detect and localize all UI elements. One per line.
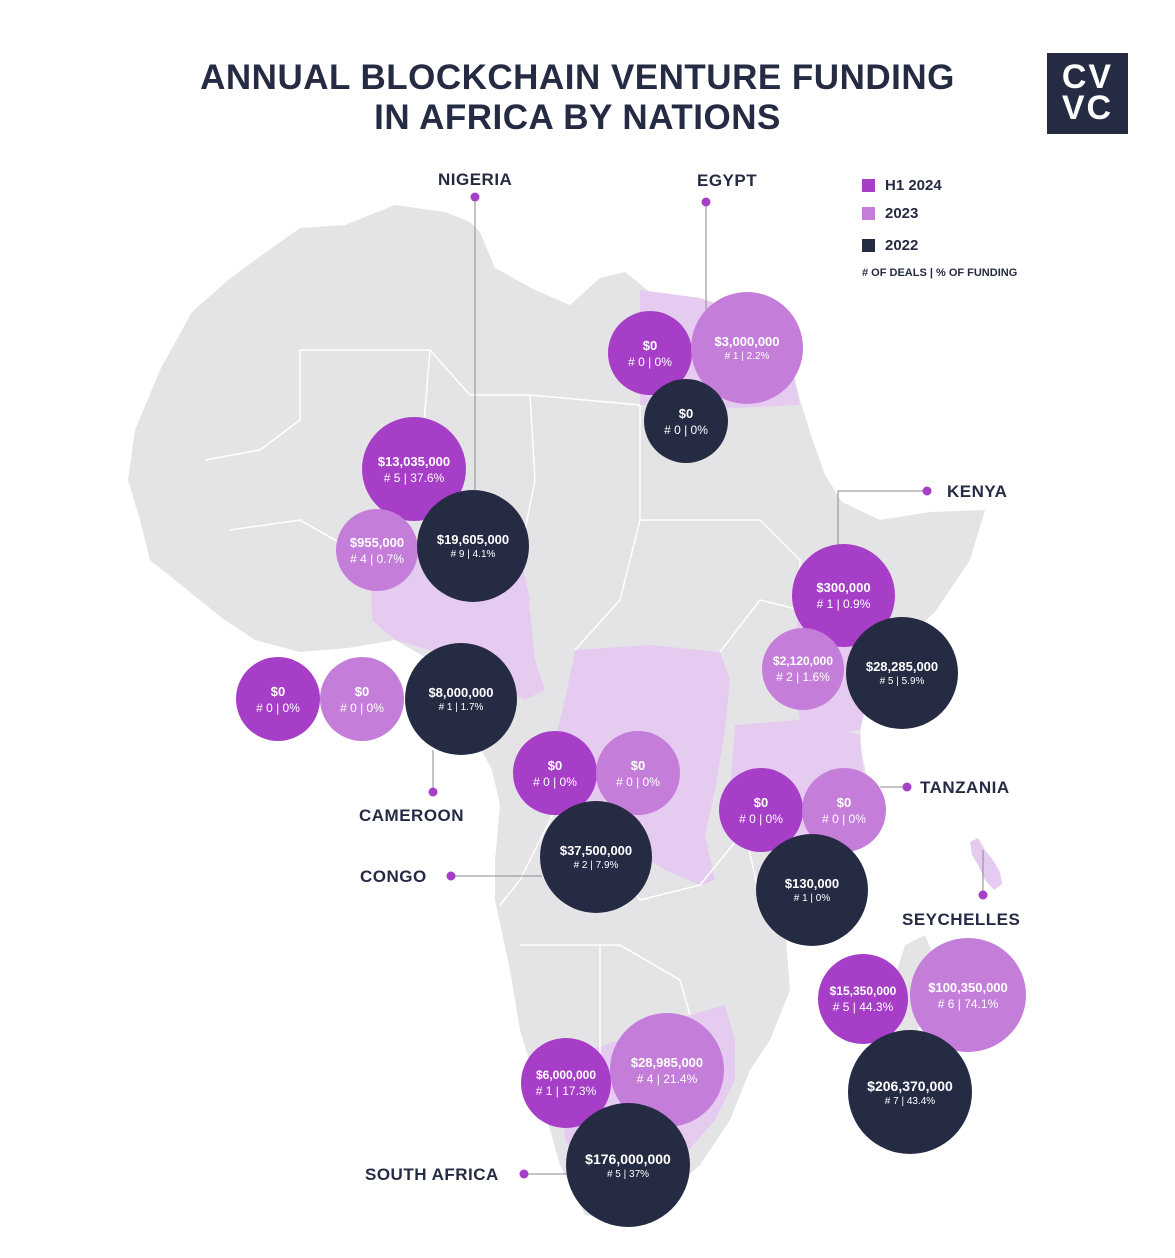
amount: $300,000 bbox=[816, 580, 871, 595]
deals: # 5 | 37% bbox=[606, 1168, 650, 1180]
legend-note: # OF DEALS | % OF FUNDING bbox=[862, 267, 1018, 279]
amount: $15,350,000 bbox=[829, 984, 897, 998]
legend-item-h1-2024: H1 2024 bbox=[862, 175, 942, 195]
label-tanzania: TANZANIA bbox=[920, 778, 1010, 797]
bubble-cameroon-2023: $0 # 0 | 0% bbox=[320, 657, 404, 741]
cvvc-logo: CV VC bbox=[1047, 53, 1128, 134]
bubble-congo-2022: $37,500,000 # 2 | 7.9% bbox=[540, 801, 652, 913]
deals: # 6 | 74.1% bbox=[937, 996, 999, 1011]
amount: $2,120,000 bbox=[772, 654, 834, 668]
bubble-seychelles-2022: $206,370,000 # 7 | 43.4% bbox=[848, 1030, 972, 1154]
amount: $0 bbox=[547, 757, 563, 773]
connector-dots bbox=[428, 192, 988, 1179]
deals: # 2 | 7.9% bbox=[573, 860, 619, 871]
amount: $176,000,000 bbox=[585, 1150, 671, 1167]
legend-item-2023: 2023 bbox=[862, 203, 918, 223]
bubble-tanzania-2022: $130,000 # 1 | 0% bbox=[756, 834, 868, 946]
bubble-congo-h1-2024: $0 # 0 | 0% bbox=[513, 731, 597, 815]
legend-label: H1 2024 bbox=[885, 176, 942, 194]
deals: # 0 | 0% bbox=[256, 700, 300, 715]
logo-line-2: VC bbox=[1061, 89, 1114, 127]
deals: # 1 | 17.3% bbox=[535, 1084, 597, 1098]
deals: # 5 | 44.3% bbox=[832, 1000, 894, 1014]
africa-landmass bbox=[128, 205, 985, 1220]
label-congo: CONGO bbox=[360, 867, 427, 886]
page-title: ANNUAL BLOCKCHAIN VENTURE FUNDING IN AFR… bbox=[150, 58, 1005, 138]
bubble-cameroon-2022: $8,000,000 # 1 | 1.7% bbox=[405, 643, 517, 755]
bubble-egypt-2022: $0 # 0 | 0% bbox=[644, 379, 728, 463]
amount: $28,985,000 bbox=[630, 1054, 704, 1070]
amount: $955,000 bbox=[349, 534, 405, 550]
logo-line-1: CV bbox=[1061, 58, 1114, 96]
deals: # 5 | 37.6% bbox=[383, 470, 445, 485]
deals: # 1 | 0.9% bbox=[816, 597, 871, 611]
label-seychelles: SEYCHELLES bbox=[902, 910, 1021, 929]
amount: $206,370,000 bbox=[867, 1077, 953, 1094]
legend-item-2022: 2022 bbox=[862, 235, 918, 255]
legend-label: 2023 bbox=[885, 204, 919, 222]
deals: # 4 | 0.7% bbox=[350, 551, 404, 566]
amount: $0 bbox=[642, 337, 658, 353]
connector-lines bbox=[432, 197, 984, 1175]
bubble-congo-2023: $0 # 0 | 0% bbox=[596, 731, 680, 815]
bubble-kenya-2022: $28,285,000 # 5 | 5.9% bbox=[846, 617, 958, 729]
legend-label: 2022 bbox=[885, 236, 919, 254]
label-kenya: KENYA bbox=[947, 482, 1008, 501]
label-cameroon: CAMEROON bbox=[359, 806, 465, 825]
label-south-africa: SOUTH AFRICA bbox=[365, 1165, 499, 1184]
amount: $0 bbox=[270, 683, 286, 699]
legend-swatch-2023 bbox=[862, 206, 875, 220]
deals: # 0 | 0% bbox=[739, 811, 783, 826]
amount: $0 bbox=[354, 683, 370, 699]
amount: $100,350,000 bbox=[928, 979, 1008, 995]
label-nigeria: NIGERIA bbox=[438, 170, 513, 189]
amount: $13,035,000 bbox=[377, 453, 451, 469]
legend-swatch-2022 bbox=[862, 238, 875, 252]
seychelles-islands bbox=[970, 838, 1002, 890]
title-line-1: ANNUAL BLOCKCHAIN VENTURE FUNDING bbox=[200, 58, 955, 97]
bubble-south-africa-2022: $176,000,000 # 5 | 37% bbox=[566, 1103, 690, 1227]
amount: $28,285,000 bbox=[865, 659, 939, 674]
amount: $0 bbox=[836, 794, 852, 810]
bubble-seychelles-h1-2024: $15,350,000 # 5 | 44.3% bbox=[818, 954, 908, 1044]
deals: # 0 | 0% bbox=[822, 811, 866, 826]
amount: $0 bbox=[678, 405, 694, 421]
amount: $3,000,000 bbox=[714, 334, 780, 349]
deals: # 0 | 0% bbox=[664, 422, 708, 437]
bubble-nigeria-2022: $19,605,000 # 9 | 4.1% bbox=[417, 490, 529, 602]
legend-swatch-h1-2024 bbox=[862, 178, 875, 192]
deals: # 1 | 1.7% bbox=[438, 702, 484, 713]
bubble-nigeria-2023: $955,000 # 4 | 0.7% bbox=[336, 509, 418, 591]
deals: # 0 | 0% bbox=[533, 774, 577, 789]
amount: $0 bbox=[630, 757, 646, 773]
deals: # 4 | 21.4% bbox=[636, 1071, 698, 1086]
bubble-egypt-h1-2024: $0 # 0 | 0% bbox=[608, 311, 692, 395]
deals: # 0 | 0% bbox=[340, 700, 384, 715]
amount: $19,605,000 bbox=[436, 532, 510, 547]
deals: # 5 | 5.9% bbox=[879, 676, 925, 687]
amount: $130,000 bbox=[784, 876, 840, 891]
deals: # 2 | 1.6% bbox=[776, 670, 830, 684]
deals: # 0 | 0% bbox=[616, 774, 660, 789]
label-egypt: EGYPT bbox=[697, 171, 758, 190]
amount: $8,000,000 bbox=[428, 685, 494, 700]
amount: $0 bbox=[753, 794, 769, 810]
deals: # 1 | 0% bbox=[793, 893, 831, 904]
deals: # 7 | 43.4% bbox=[884, 1095, 936, 1107]
bubble-cameroon-h1-2024: $0 # 0 | 0% bbox=[236, 657, 320, 741]
bubble-kenya-2023: $2,120,000 # 2 | 1.6% bbox=[762, 628, 844, 710]
title-line-2: IN AFRICA BY NATIONS bbox=[374, 98, 781, 137]
deals: # 1 | 2.2% bbox=[724, 351, 770, 362]
deals: # 9 | 4.1% bbox=[450, 549, 496, 560]
amount: $6,000,000 bbox=[535, 1068, 597, 1082]
deals: # 0 | 0% bbox=[628, 354, 672, 369]
amount: $37,500,000 bbox=[559, 843, 633, 858]
